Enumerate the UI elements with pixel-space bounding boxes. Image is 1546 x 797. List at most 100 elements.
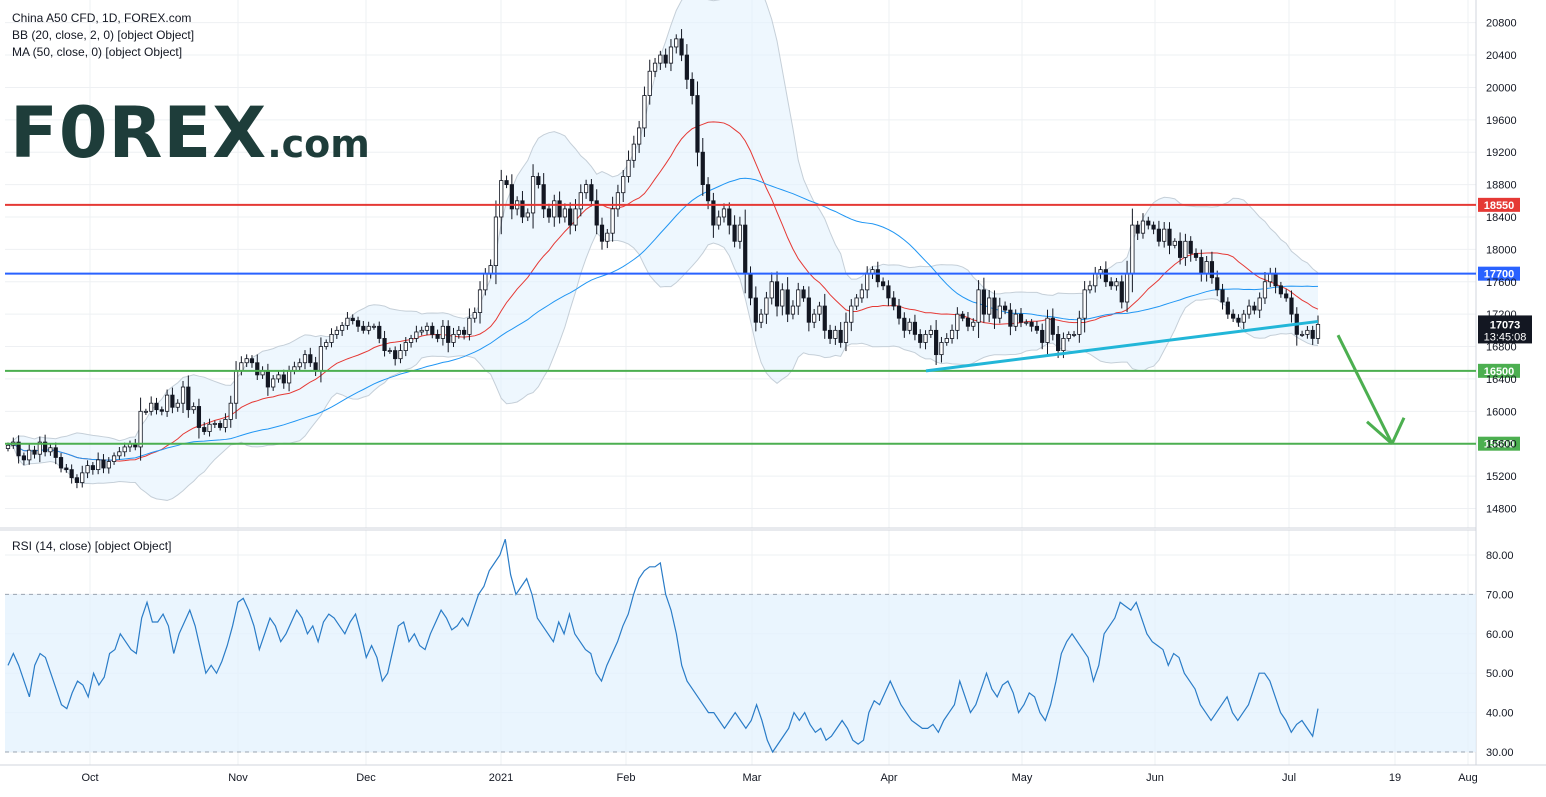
candle-body [1241, 313, 1246, 323]
candle-body [1167, 228, 1172, 246]
candle-body [467, 317, 472, 335]
candle-body [408, 338, 414, 343]
candle-body [249, 358, 255, 364]
candle-body [302, 354, 308, 364]
candle-body [1225, 301, 1230, 315]
candle-body [1220, 289, 1225, 303]
candle-body [827, 329, 833, 339]
candle-body [780, 289, 785, 307]
candle-body [43, 441, 48, 453]
candle-body [801, 289, 806, 299]
price-tick-label: 20400 [1486, 50, 1517, 62]
candle-body [817, 305, 822, 315]
time-axis: Oct Nov Dec 2021 Feb Mar Apr May Jun Jul 19 Aug [81, 772, 1477, 784]
candle-body [202, 427, 207, 432]
forecast-arrow-head-left [1366, 420, 1393, 445]
candle-body [37, 441, 42, 455]
candle-body [1061, 338, 1066, 351]
candle-body [265, 370, 270, 388]
price-tick-label: 18800 [1486, 180, 1517, 192]
candle-body [833, 329, 838, 339]
candle-body [90, 465, 95, 471]
candle-body [255, 362, 260, 376]
candle-body [1178, 240, 1183, 258]
candle-body [568, 208, 573, 226]
candle-body [1215, 277, 1220, 291]
candle-body [477, 289, 483, 313]
candle-body [32, 449, 37, 455]
candle-body [191, 406, 196, 411]
candle-body [419, 329, 424, 333]
candle-body [1119, 281, 1124, 303]
candle-body [377, 325, 382, 339]
candle-body [997, 305, 1002, 319]
ma50-line [7, 177, 1319, 461]
candle-body [1209, 261, 1215, 279]
candle-body [96, 459, 101, 471]
candle-body [806, 297, 811, 323]
candle-body [1135, 224, 1140, 234]
candle-body [1199, 257, 1204, 275]
candle-body [1071, 333, 1077, 336]
candle-body [1077, 317, 1082, 335]
price-tick-label: 19200 [1486, 147, 1517, 159]
candle-body [1284, 293, 1289, 299]
candle-body [58, 457, 64, 469]
candle-body [668, 46, 674, 64]
price-tick-label: 15200 [1486, 471, 1517, 483]
candle-body [509, 184, 514, 210]
candle-body [1018, 313, 1024, 323]
candle-body [111, 455, 117, 462]
time-tick-label: 19 [1389, 772, 1401, 784]
price-axis: 1480015200156001600016400168001720017600… [1486, 18, 1517, 516]
candle-body [1024, 321, 1029, 324]
price-tick-label: 17600 [1486, 277, 1517, 289]
forex-logo: F0REX.com [10, 92, 370, 174]
candle-body [626, 159, 631, 177]
time-tick-label: Apr [880, 772, 897, 784]
legend-rsi: RSI (14, close) [object Object] [12, 539, 172, 553]
candle-body [987, 297, 992, 315]
candle-body [440, 325, 445, 339]
candle-body [27, 449, 32, 461]
candle-body [748, 273, 753, 299]
price-tick-label: 19600 [1486, 115, 1517, 127]
candle-body [822, 305, 827, 331]
candle-body [875, 269, 880, 283]
rsi-tick-label: 80.00 [1486, 550, 1514, 562]
candle-body [552, 200, 557, 218]
candle-body [594, 200, 599, 226]
candle-body [1034, 325, 1040, 331]
candle-body [159, 409, 164, 412]
candle-body [960, 313, 965, 319]
candle-body [886, 285, 891, 299]
candle-body [1140, 220, 1146, 234]
candle-body [382, 338, 387, 351]
candle-body [393, 350, 398, 360]
time-tick-label: Oct [81, 772, 98, 784]
candle-body [949, 329, 955, 339]
candle-body [812, 313, 817, 323]
candle-body [345, 317, 350, 326]
candle-body [573, 208, 578, 226]
candle-body [196, 406, 202, 428]
candle-body [1172, 240, 1177, 246]
candle-body [313, 362, 318, 372]
candle-body [918, 333, 923, 343]
candle-body [891, 297, 896, 307]
candle-body [902, 317, 907, 331]
candle-body [1008, 309, 1013, 327]
level-label-17700: 17700 [1484, 269, 1515, 281]
candle-body [658, 54, 663, 64]
candle-body [923, 333, 928, 343]
candle-body [207, 423, 212, 432]
candle-body [1193, 253, 1199, 258]
candle-body [424, 325, 430, 331]
candle-body [435, 333, 440, 339]
candle-body [1040, 329, 1045, 343]
candle-body [1268, 273, 1273, 283]
candle-body [690, 78, 695, 96]
candle-body [16, 441, 21, 457]
candle-body [271, 378, 276, 388]
candle-body [403, 342, 408, 351]
